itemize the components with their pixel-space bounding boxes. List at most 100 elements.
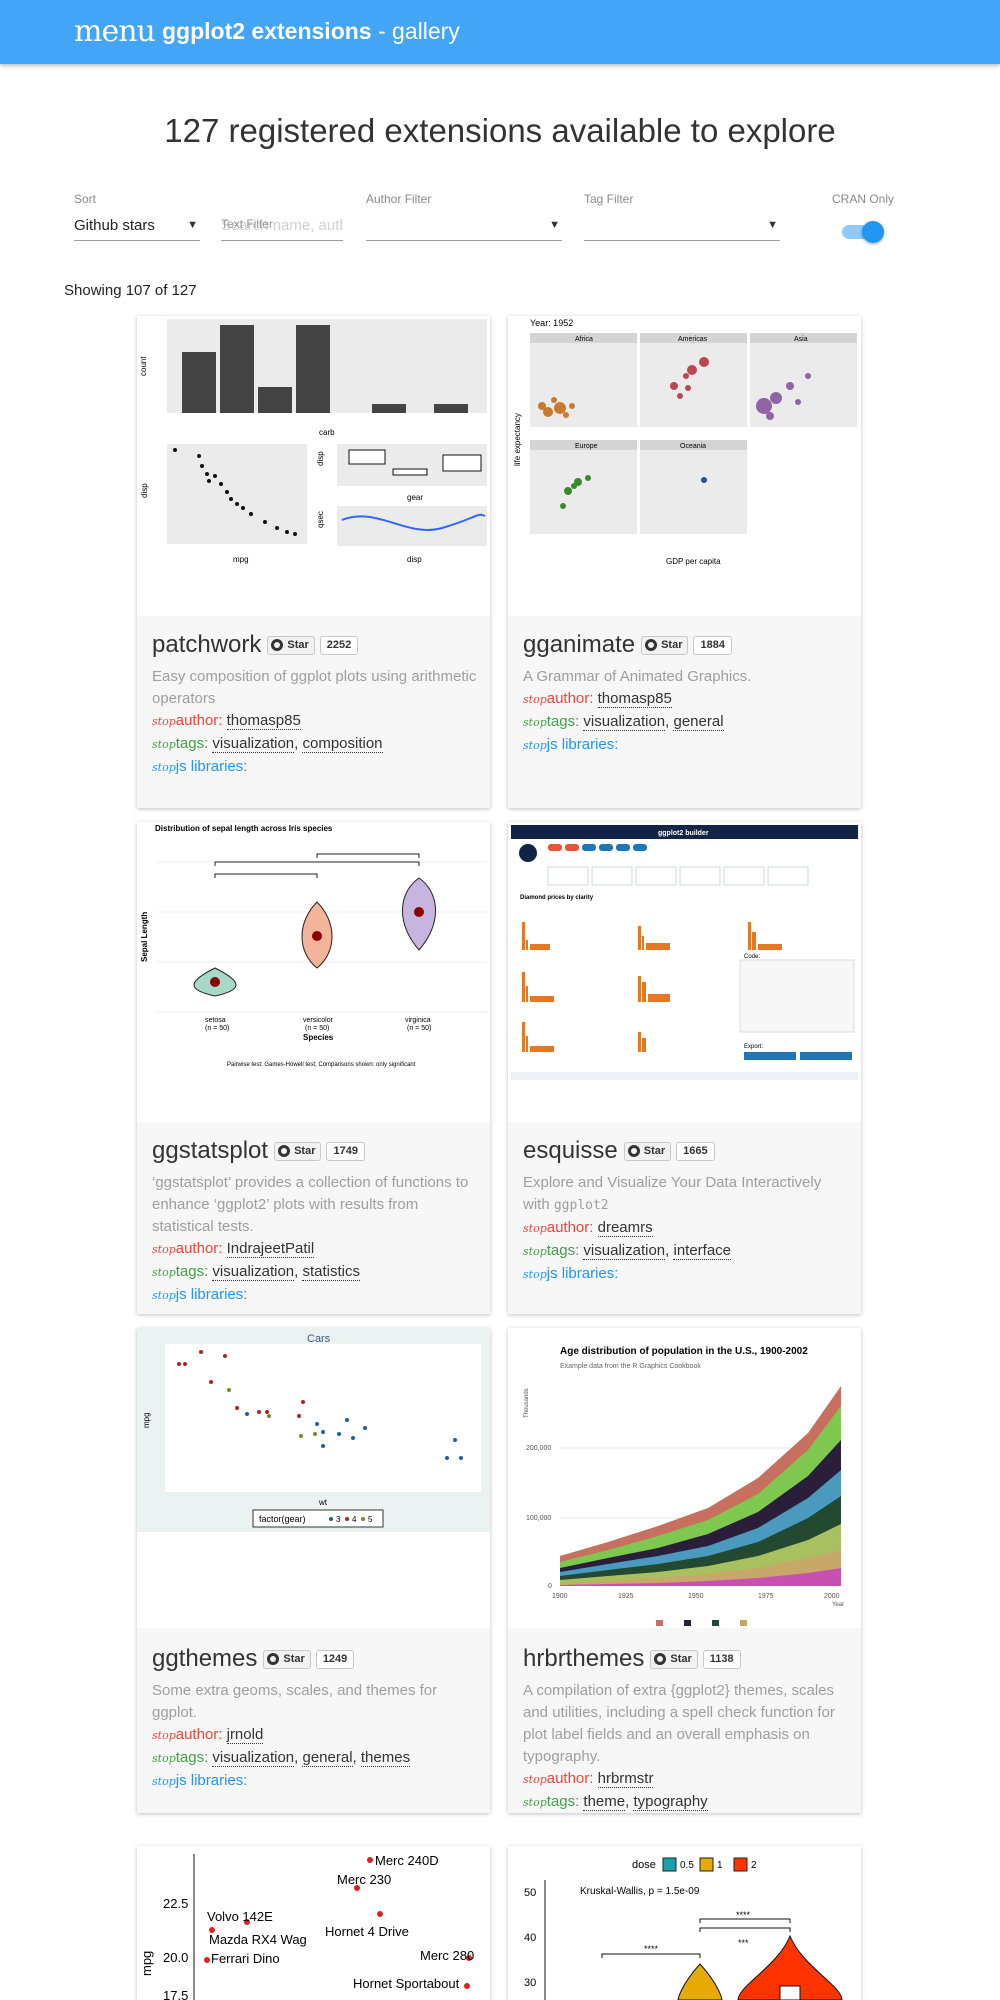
tag-link[interactable]: interface <box>673 1242 732 1260</box>
card-name-row: gganimate Star 1884 <box>523 630 849 660</box>
star-count[interactable]: 1884 <box>693 635 732 655</box>
tag-link[interactable]: composition <box>302 735 383 753</box>
tag-link[interactable]: themes <box>360 1749 411 1767</box>
tag-link[interactable]: theme <box>583 1793 626 1811</box>
js-libraries-row: stopjs libraries: <box>152 1284 478 1307</box>
tags-label: tags: <box>175 1749 213 1766</box>
extension-name[interactable]: patchwork <box>152 631 262 658</box>
author-link[interactable]: thomasp85 <box>597 690 672 708</box>
top-app-bar: menu ggplot2 extensions - gallery <box>0 0 1000 64</box>
author-link[interactable]: hrbrmstr <box>597 1770 654 1788</box>
legend-item: 1 <box>717 1860 723 1871</box>
tag-link[interactable]: visualization <box>212 1749 295 1767</box>
panel-label: Asia <box>794 336 808 343</box>
card-thumbnail[interactable]: 22.5 20.0 17.5 mpg Merc 240D Merc 230 Vo… <box>137 1846 490 2000</box>
card-thumbnail[interactable]: count carb disp mpg disp gear qsec disp <box>137 316 490 616</box>
panel-label: Oceania <box>680 443 706 450</box>
github-icon <box>654 1653 667 1665</box>
sort-label: Sort <box>74 192 97 206</box>
extension-name[interactable]: hrbrthemes <box>523 1645 645 1672</box>
card-thumbnail[interactable]: Year: 1952 Africa Americas Asia Europe O… <box>508 316 861 616</box>
card-thumbnail[interactable]: dose 0.5 1 2 50 40 30 Kruskal-Wallis, p … <box>508 1846 861 2000</box>
legend-item: 5 <box>368 1515 373 1524</box>
y-tick: 50 <box>524 1887 536 1899</box>
star-count[interactable]: 1665 <box>676 1141 715 1161</box>
tag-link[interactable]: visualization <box>583 1242 666 1260</box>
extension-name[interactable]: esquisse <box>523 1137 618 1164</box>
star-label: Star <box>283 1653 305 1665</box>
tags-row: stoptags: visualization, statistics <box>152 1263 360 1281</box>
tag-link[interactable]: general <box>302 1749 353 1767</box>
point-label: Hornet 4 Drive <box>325 1924 409 1939</box>
sort-select[interactable]: Github stars ▼ <box>74 211 200 241</box>
tags-label: tags: <box>546 1242 584 1259</box>
point-label: Ferrari Dino <box>211 1951 280 1966</box>
x-tick: 1950 <box>688 1593 704 1600</box>
github-star-button[interactable]: Star <box>650 1649 698 1669</box>
author-link[interactable]: IndrajeetPatil <box>226 1240 315 1258</box>
x-tick: 2000 <box>824 1593 840 1600</box>
card-thumbnail[interactable]: Age distribution of population in the U.… <box>508 1328 861 1628</box>
app-title-bold: ggplot2 extensions <box>162 18 372 44</box>
panel-label: Africa <box>575 336 593 343</box>
page-headline: 127 registered extensions available to e… <box>164 112 836 149</box>
tag-link[interactable]: visualization <box>212 735 295 753</box>
patchwork-thumbnail-plot: count carb disp mpg disp gear qsec disp <box>139 319 487 564</box>
star-label: Star <box>643 1145 666 1157</box>
xlabel: Species <box>303 1033 334 1042</box>
group-label: virginica <box>405 1017 431 1024</box>
card-thumbnail[interactable]: ggplot2 builder Diamond prices by clarit… <box>508 822 861 1122</box>
stop-icon: stop <box>523 739 547 752</box>
text-filter-input[interactable]: Search name, auth <box>221 211 343 241</box>
github-star-button[interactable]: Star <box>267 635 315 655</box>
author-filter-select[interactable]: ▼ <box>366 211 562 241</box>
star-label: Star <box>294 1145 316 1157</box>
group-n: (n = 50) <box>407 1025 431 1032</box>
extension-description: A compilation of extra {ggplot2} themes,… <box>523 1682 835 1765</box>
github-star-button[interactable]: Star <box>623 1141 672 1161</box>
plot-subtitle: Example data from the R Graphics Cookboo… <box>560 1363 701 1370</box>
tag-link[interactable]: typography <box>633 1793 708 1811</box>
author-link[interactable]: jrnold <box>226 1726 264 1744</box>
github-star-button[interactable]: Star <box>641 635 689 655</box>
x-tick: 1900 <box>552 1593 568 1600</box>
cran-only-toggle[interactable] <box>842 219 886 243</box>
menu-icon[interactable]: menu <box>74 14 156 49</box>
author-row: stopauthor: hrbrmstr <box>523 1768 849 1791</box>
extension-description: Easy composition of ggplot plots using a… <box>152 668 477 707</box>
extension-name[interactable]: ggthemes <box>152 1645 258 1672</box>
legend-item: 2 <box>751 1860 757 1871</box>
js-libraries-label: js libraries: <box>546 736 619 753</box>
author-link[interactable]: dreamrs <box>597 1219 653 1237</box>
tag-link[interactable]: visualization <box>212 1263 295 1281</box>
author-label: author: <box>175 1240 227 1257</box>
tag-link[interactable]: general <box>673 713 724 731</box>
extension-card: Age distribution of population in the U.… <box>508 1328 861 1813</box>
description-text: Explore and Visualize Your Data Interact… <box>523 1174 822 1213</box>
star-count[interactable]: 1749 <box>326 1141 365 1161</box>
extension-description: Some extra geoms, scales, and themes for… <box>152 1682 438 1721</box>
group-label: versicolor <box>303 1017 334 1024</box>
extension-name[interactable]: gganimate <box>523 631 636 658</box>
star-count[interactable]: 2252 <box>319 635 359 655</box>
extension-name[interactable]: ggstatsplot <box>152 1137 269 1164</box>
card-thumbnail[interactable]: Cars mpg wt factor(gear) 3 4 5 <box>137 1328 490 1628</box>
stop-icon: stop <box>152 715 176 728</box>
group-n: (n = 50) <box>305 1025 329 1032</box>
card-thumbnail[interactable]: Distribution of sepal length across Iris… <box>137 822 490 1122</box>
author-row: stopauthor: jrnold <box>152 1724 478 1747</box>
tag-filter-select[interactable]: ▼ <box>584 211 780 241</box>
gganimate-thumbnail-plot: Year: 1952 Africa Americas Asia Europe O… <box>513 318 857 566</box>
star-count[interactable]: 1138 <box>702 1649 741 1669</box>
xlabel-gear: gear <box>407 493 423 502</box>
ggstatsplot-thumbnail-plot: Distribution of sepal length across Iris… <box>140 824 487 1068</box>
plot-title: Cars <box>307 1333 331 1345</box>
github-star-button[interactable]: Star <box>263 1649 311 1669</box>
author-link[interactable]: thomasp85 <box>226 712 301 730</box>
tag-link[interactable]: visualization <box>583 713 666 731</box>
star-count[interactable]: 1249 <box>315 1649 355 1669</box>
tags-label: tags: <box>175 735 213 752</box>
stop-icon: stop <box>523 1268 547 1281</box>
tag-link[interactable]: statistics <box>302 1263 360 1281</box>
github-star-button[interactable]: Star <box>274 1141 322 1161</box>
